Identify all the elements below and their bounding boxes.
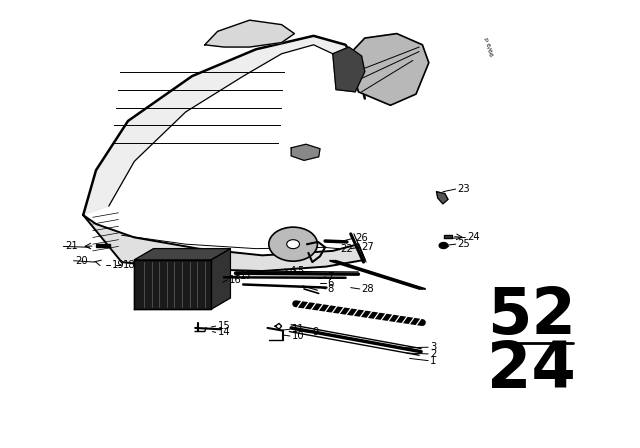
Text: p 6/66: p 6/66 (483, 37, 493, 57)
Polygon shape (83, 215, 365, 271)
Text: 2: 2 (430, 349, 436, 359)
Polygon shape (96, 244, 110, 247)
Text: 3: 3 (430, 342, 436, 352)
Polygon shape (211, 249, 230, 309)
Text: 26: 26 (355, 233, 368, 243)
Text: 21: 21 (65, 241, 78, 251)
Text: 18: 18 (123, 260, 136, 270)
Text: 20: 20 (76, 256, 88, 266)
Text: 25: 25 (458, 239, 470, 249)
Polygon shape (134, 249, 230, 260)
Text: 1: 1 (430, 356, 436, 366)
Polygon shape (352, 34, 429, 105)
Text: 22: 22 (340, 244, 353, 254)
Text: 4: 4 (289, 266, 296, 276)
Circle shape (439, 242, 448, 249)
Text: 28: 28 (362, 284, 374, 294)
Text: 6: 6 (328, 278, 334, 288)
Text: 8: 8 (328, 284, 334, 294)
Polygon shape (205, 20, 294, 47)
Text: 24: 24 (467, 233, 480, 242)
Text: 27: 27 (362, 242, 374, 252)
Polygon shape (83, 36, 365, 215)
Text: 19: 19 (112, 260, 125, 270)
Polygon shape (333, 47, 365, 92)
Polygon shape (134, 260, 211, 309)
Text: 17: 17 (240, 271, 253, 280)
Text: 5: 5 (298, 266, 304, 276)
Polygon shape (291, 144, 320, 160)
Text: 14: 14 (218, 327, 230, 337)
Text: 15: 15 (218, 321, 230, 331)
Polygon shape (436, 192, 448, 204)
Circle shape (269, 227, 317, 261)
Polygon shape (444, 235, 452, 238)
Text: 9: 9 (312, 327, 319, 337)
Text: 23: 23 (458, 184, 470, 194)
Text: 52: 52 (487, 285, 575, 347)
Text: 24: 24 (487, 339, 575, 401)
Text: 16: 16 (229, 275, 242, 285)
Text: 7: 7 (328, 272, 334, 282)
Text: 11: 11 (292, 324, 305, 334)
Text: 10: 10 (292, 331, 305, 341)
Circle shape (287, 240, 300, 249)
